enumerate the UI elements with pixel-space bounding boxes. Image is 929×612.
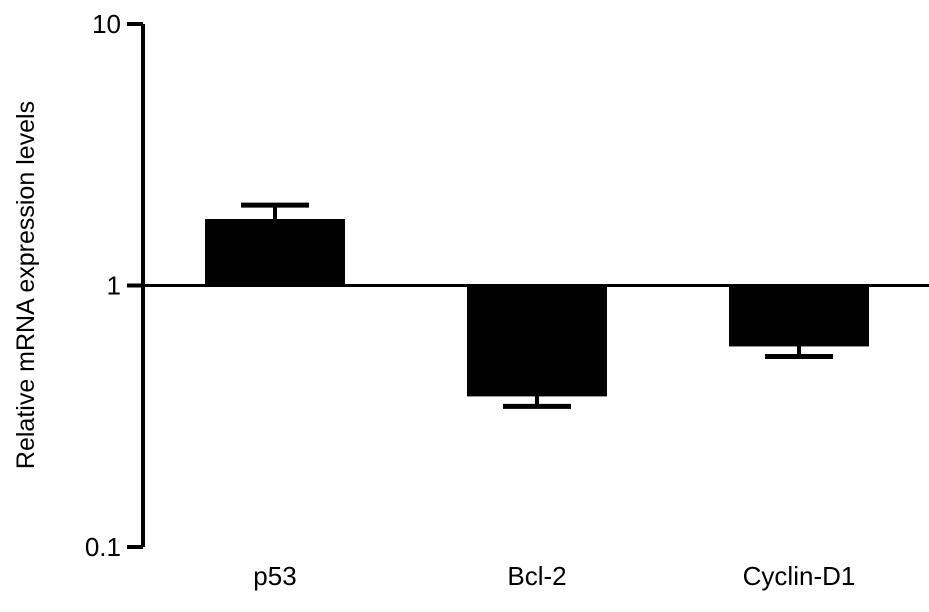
y-tick-label: 0.1 (85, 532, 121, 562)
x-tick-label-cyclin-d1: Cyclin-D1 (743, 561, 856, 591)
x-tick-label-bcl-2: Bcl-2 (507, 561, 566, 591)
y-axis-title: Relative mRNA expression levels (12, 101, 40, 469)
plot-area: p53 Bcl-2 Cyclin-D1 0.1 1 10 (85, 9, 929, 591)
bar-bcl-2 (467, 284, 607, 397)
x-tick-label-p53: p53 (253, 561, 296, 591)
y-tick-label: 1 (107, 271, 121, 301)
y-tick-label: 10 (92, 9, 121, 39)
bar-cyclin-d1 (729, 284, 869, 347)
bar-p53 (205, 219, 345, 287)
